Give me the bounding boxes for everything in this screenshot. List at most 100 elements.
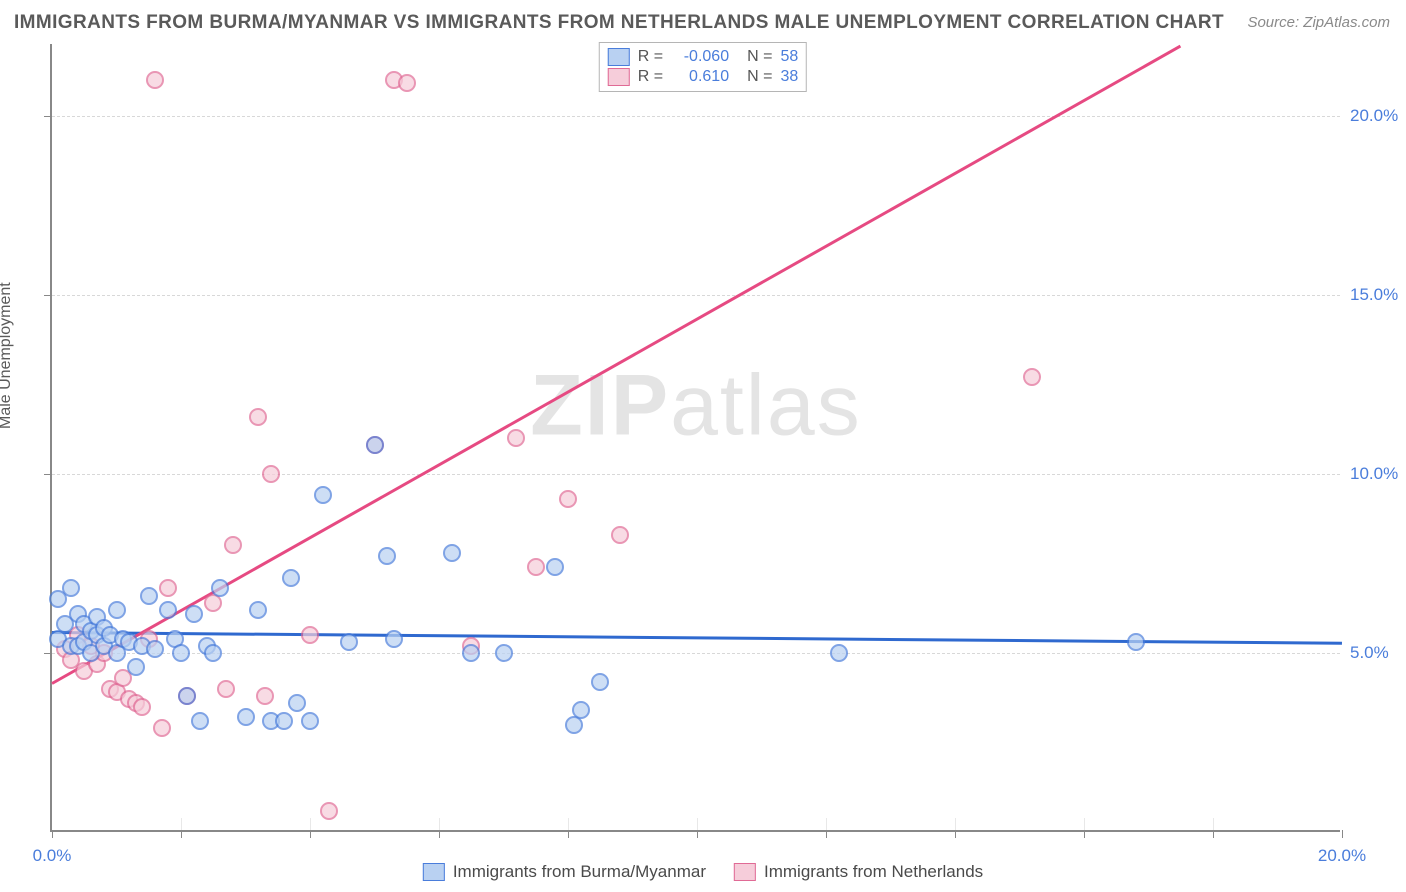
data-point [495,644,513,662]
xtick-label: 0.0% [33,846,72,866]
tick-mark-x [697,830,698,838]
xtick-label: 20.0% [1318,846,1366,866]
legend-label: Immigrants from Netherlands [764,862,983,882]
legend-item: Immigrants from Netherlands [734,862,983,882]
data-point [301,712,319,730]
data-point [178,687,196,705]
data-point [559,490,577,508]
data-point [591,673,609,691]
tick-mark-x [826,830,827,838]
data-point [159,601,177,619]
n-value: 58 [780,48,798,66]
legend-row: R = -0.060 N = 58 [608,47,798,67]
gridline-v [568,818,569,830]
gridline-v [181,818,182,830]
gridline-h [52,295,1340,296]
data-point [204,644,222,662]
tick-mark-x [439,830,440,838]
data-point [385,630,403,648]
data-point [146,71,164,89]
data-point [507,429,525,447]
legend-item: Immigrants from Burma/Myanmar [423,862,706,882]
tick-mark-y [44,653,52,654]
series-legend: Immigrants from Burma/Myanmar Immigrants… [423,862,983,882]
gridline-v [1213,818,1214,830]
correlation-legend: R = -0.060 N = 58 R = 0.610 N = 38 [599,42,807,92]
data-point [282,569,300,587]
data-point [1023,368,1041,386]
data-point [191,712,209,730]
legend-swatch-blue [423,863,445,881]
data-point [301,626,319,644]
data-point [159,579,177,597]
data-point [262,465,280,483]
data-point [443,544,461,562]
data-point [62,579,80,597]
tick-mark-x [310,830,311,838]
y-axis-label: Male Unemployment [0,282,15,429]
tick-mark-y [44,295,52,296]
data-point [366,436,384,454]
ytick-label: 20.0% [1350,106,1398,126]
data-point [830,644,848,662]
data-point [340,633,358,651]
tick-mark-x [955,830,956,838]
data-point [546,558,564,576]
data-point [224,536,242,554]
r-label: R = [638,68,663,86]
data-point [378,547,396,565]
legend-row: R = 0.610 N = 38 [608,67,798,87]
n-value: 38 [780,68,798,86]
data-point [153,719,171,737]
data-point [237,708,255,726]
r-value: 0.610 [671,68,729,86]
gridline-v [955,818,956,830]
chart-plot-area: ZIPatlas 5.0%10.0%15.0%20.0%0.0%20.0% [50,44,1340,832]
data-point [172,644,190,662]
watermark: ZIPatlas [530,356,861,455]
gridline-v [439,818,440,830]
data-point [133,698,151,716]
tick-mark-x [1342,830,1343,838]
gridline-h [52,116,1340,117]
gridline-h [52,474,1340,475]
data-point [146,640,164,658]
chart-title: IMMIGRANTS FROM BURMA/MYANMAR VS IMMIGRA… [14,12,1224,34]
gridline-v [310,818,311,830]
tick-mark-x [52,830,53,838]
tick-mark-y [44,116,52,117]
data-point [249,408,267,426]
data-point [217,680,235,698]
tick-mark-x [568,830,569,838]
data-point [462,644,480,662]
tick-mark-x [1084,830,1085,838]
data-point [185,605,203,623]
gridline-h [52,653,1340,654]
r-value: -0.060 [671,48,729,66]
legend-label: Immigrants from Burma/Myanmar [453,862,706,882]
chart-source: Source: ZipAtlas.com [1247,14,1390,31]
data-point [127,658,145,676]
data-point [108,601,126,619]
data-point [314,486,332,504]
tick-mark-x [1213,830,1214,838]
ytick-label: 5.0% [1350,643,1389,663]
data-point [211,579,229,597]
gridline-v [826,818,827,830]
trend-line [52,631,1342,645]
legend-swatch-blue [608,48,630,66]
data-point [320,802,338,820]
data-point [611,526,629,544]
n-label: N = [747,68,772,86]
data-point [1127,633,1145,651]
gridline-v [697,818,698,830]
r-label: R = [638,48,663,66]
data-point [275,712,293,730]
gridline-v [1084,818,1085,830]
data-point [140,587,158,605]
data-point [249,601,267,619]
tick-mark-x [181,830,182,838]
ytick-label: 15.0% [1350,285,1398,305]
legend-swatch-pink [608,68,630,86]
watermark-rest: atlas [670,357,862,453]
